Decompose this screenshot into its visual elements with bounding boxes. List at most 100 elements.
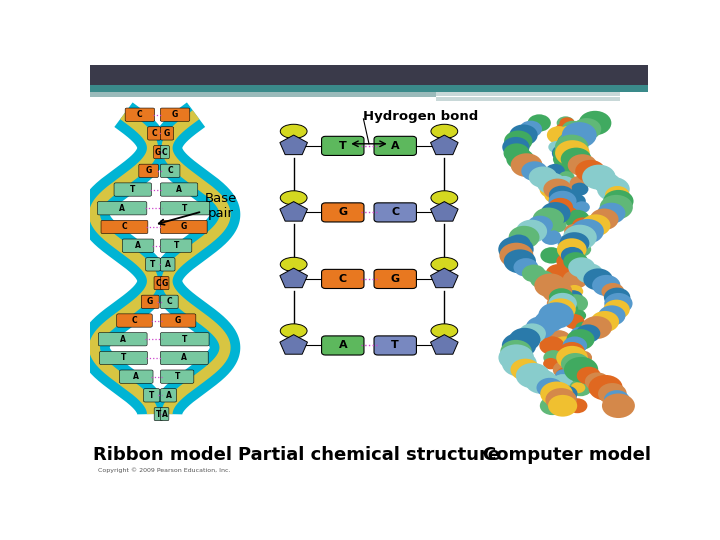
Text: A: A [135,241,141,250]
Bar [436,97,620,102]
Circle shape [604,390,630,409]
Circle shape [558,132,583,151]
FancyBboxPatch shape [154,276,163,290]
Circle shape [539,302,574,329]
Text: A: A [338,340,347,350]
Text: T: T [150,260,156,269]
Text: C: C [338,274,347,284]
Circle shape [598,383,626,404]
Circle shape [546,346,562,357]
FancyBboxPatch shape [161,295,178,308]
Text: T: T [121,354,126,362]
Ellipse shape [431,191,458,205]
FancyBboxPatch shape [374,269,416,288]
Polygon shape [431,201,458,221]
Circle shape [562,122,597,148]
Polygon shape [280,268,307,288]
Circle shape [581,214,611,236]
FancyBboxPatch shape [99,352,148,365]
Circle shape [570,310,586,321]
Circle shape [561,247,583,264]
Circle shape [554,176,574,191]
Circle shape [549,191,577,212]
Circle shape [553,361,577,379]
FancyBboxPatch shape [161,108,190,122]
Circle shape [567,154,597,176]
FancyBboxPatch shape [161,407,169,421]
Polygon shape [280,335,307,354]
Circle shape [521,161,548,181]
Circle shape [576,263,603,284]
Circle shape [582,165,616,190]
FancyBboxPatch shape [154,407,163,421]
Polygon shape [280,201,307,221]
Text: C: C [137,110,143,119]
Circle shape [553,151,575,167]
Circle shape [562,207,577,219]
Circle shape [516,220,547,243]
Circle shape [498,236,534,262]
Ellipse shape [280,324,307,338]
Circle shape [551,309,569,322]
Circle shape [528,166,557,188]
Circle shape [528,114,551,132]
Circle shape [559,248,578,262]
Text: C: C [156,279,161,288]
Circle shape [571,219,604,244]
Circle shape [603,300,630,319]
Circle shape [522,265,546,282]
Circle shape [555,367,579,384]
FancyBboxPatch shape [141,295,159,308]
Circle shape [575,261,592,274]
Text: T: T [392,340,399,350]
Circle shape [572,118,601,140]
Ellipse shape [280,124,307,138]
FancyBboxPatch shape [153,145,163,159]
Circle shape [554,194,575,208]
Circle shape [576,325,600,343]
Ellipse shape [431,324,458,338]
Circle shape [503,143,530,163]
FancyBboxPatch shape [99,333,147,346]
Text: A: A [133,372,139,381]
Circle shape [588,375,623,401]
FancyBboxPatch shape [97,201,147,215]
Circle shape [552,144,577,162]
FancyBboxPatch shape [120,370,153,383]
Circle shape [546,388,577,411]
Text: C: C [166,298,172,306]
Circle shape [600,195,633,220]
Circle shape [554,156,580,174]
Circle shape [583,268,613,291]
FancyBboxPatch shape [322,136,364,156]
Circle shape [509,125,538,146]
Circle shape [585,373,610,391]
Circle shape [557,116,575,130]
Circle shape [542,280,572,303]
Circle shape [536,378,563,397]
Circle shape [561,353,590,374]
Ellipse shape [280,191,307,205]
Circle shape [590,311,619,332]
FancyBboxPatch shape [161,314,196,327]
Ellipse shape [431,258,458,272]
Circle shape [539,180,564,198]
FancyBboxPatch shape [145,258,161,271]
Circle shape [557,301,578,318]
Text: T: T [156,409,161,418]
Circle shape [557,254,578,269]
Circle shape [543,358,559,369]
Text: G: G [155,147,161,157]
FancyBboxPatch shape [374,336,416,355]
Circle shape [545,392,566,407]
Circle shape [572,266,590,280]
Circle shape [563,225,597,250]
Text: G: G [338,207,347,218]
Circle shape [590,208,618,230]
Circle shape [556,386,577,402]
Circle shape [564,210,590,229]
Circle shape [564,314,585,329]
Circle shape [571,327,589,340]
Circle shape [592,275,621,296]
FancyBboxPatch shape [161,258,175,271]
